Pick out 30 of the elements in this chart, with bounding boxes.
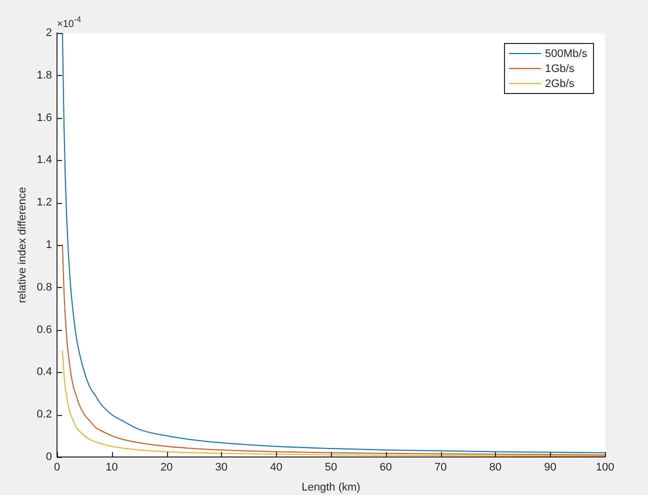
y-tick-label: 1.2 — [36, 196, 52, 209]
x-tick-label: 40 — [270, 462, 282, 474]
x-tick-label: 80 — [489, 462, 502, 474]
x-tick-label: 90 — [544, 462, 556, 474]
line-series — [62, 244, 605, 456]
y-tick-label: 1.8 — [36, 69, 52, 82]
line-series — [62, 33, 605, 454]
y-tick-label: 0.6 — [36, 324, 52, 336]
legend-label: 500Mb/s — [545, 48, 588, 60]
x-tick-label: 30 — [215, 462, 228, 474]
x-tick-label: 60 — [380, 462, 392, 474]
x-tick-label: 70 — [434, 462, 447, 474]
y-tick-label: 1 — [46, 239, 52, 252]
y-tick-label: 0.2 — [36, 408, 52, 421]
y-axis-title: relative index difference — [16, 187, 29, 303]
y-tick-label: 1.6 — [36, 112, 52, 124]
y-tick-label: 0.8 — [36, 281, 52, 294]
line-series — [62, 350, 605, 456]
x-tick-label: 20 — [160, 462, 173, 474]
legend-label: 1Gb/s — [545, 62, 574, 74]
y-tick-label: 2 — [46, 27, 52, 40]
y-tick-label: 0.4 — [36, 366, 52, 378]
legend-label: 2Gb/s — [545, 78, 574, 90]
x-tick-label: 0 — [54, 462, 60, 474]
y-tick-label: 0 — [46, 451, 52, 464]
x-tick-label: 50 — [324, 462, 338, 474]
y-tick-label: 1.4 — [36, 154, 52, 166]
x-tick-label: 10 — [106, 462, 118, 474]
x-tick-label: 100 — [596, 462, 614, 474]
x-axis-title: Length (km) — [302, 481, 360, 494]
